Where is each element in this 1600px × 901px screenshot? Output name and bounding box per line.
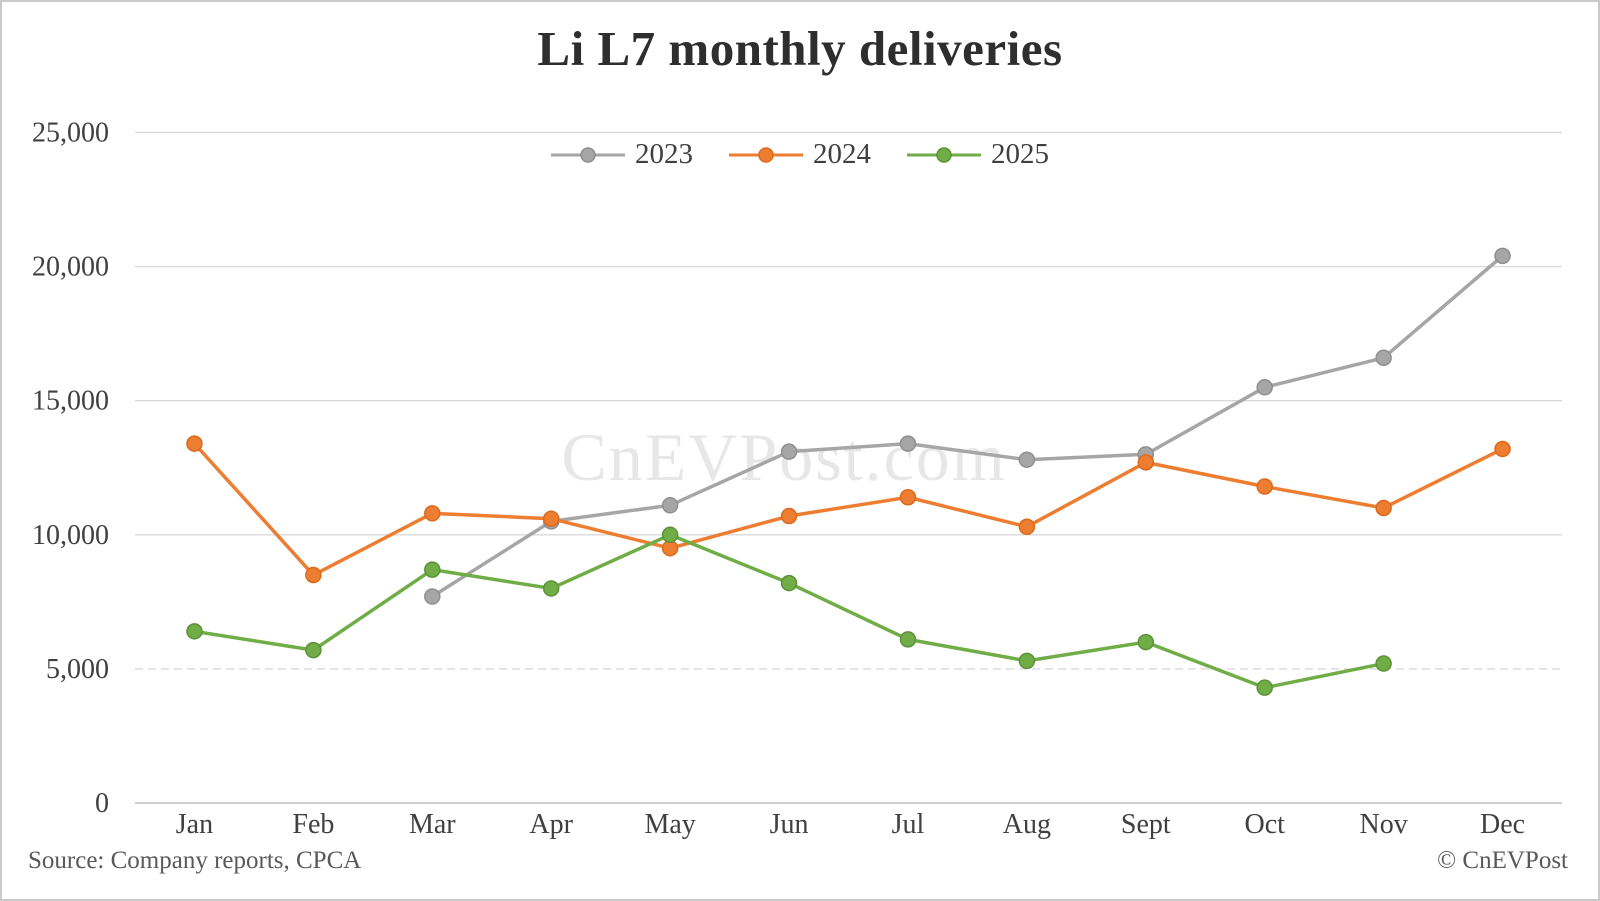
legend-marker-icon — [729, 146, 803, 163]
copyright-note: © CnEVPost — [1437, 847, 1568, 874]
point-2025-may — [661, 526, 679, 544]
point-2024-mar — [424, 505, 441, 522]
legend-marker-icon — [551, 146, 625, 163]
point-2024-aug — [1018, 518, 1036, 536]
legend-dot — [936, 146, 952, 163]
y-tick-label: 0 — [95, 788, 109, 819]
legend: 2023 2024 2025 — [2, 140, 1598, 169]
series-line-2024 — [192, 441, 1505, 577]
point-2024-jul — [899, 489, 917, 506]
point-2025-nov — [1375, 655, 1392, 672]
point-2025-aug — [1018, 652, 1036, 670]
y-tick-label: 25,000 — [32, 118, 109, 149]
x-tick-label-jan: Jan — [176, 809, 213, 840]
y-tick-label: 10,000 — [32, 520, 109, 551]
y-tick-label: 5,000 — [46, 654, 109, 685]
x-tick-label-jul: Jul — [892, 809, 925, 840]
x-tick-label-jun: Jun — [770, 809, 809, 840]
legend-label-2023: 2023 — [635, 138, 693, 170]
legend-dot — [758, 146, 774, 163]
point-2024-dec — [1494, 440, 1511, 458]
x-tick-label-feb: Feb — [292, 809, 334, 840]
point-2024-jun — [780, 507, 798, 525]
point-2024-jan — [186, 435, 203, 452]
point-2025-jul — [899, 631, 917, 648]
point-2023-aug — [1018, 451, 1036, 468]
y-tick-label: 15,000 — [32, 386, 109, 417]
legend-marker-icon — [907, 146, 981, 163]
point-2023-jul — [899, 435, 917, 452]
legend-label-2025: 2025 — [991, 138, 1049, 170]
point-2024-feb — [305, 566, 322, 584]
point-2023-may — [661, 497, 679, 514]
point-2024-nov — [1375, 499, 1392, 517]
x-tick-label-mar: Mar — [409, 809, 456, 840]
x-tick-label-nov: Nov — [1360, 809, 1408, 840]
y-tick-label: 20,000 — [32, 252, 109, 283]
chart-title: Li L7 monthly deliveries — [537, 21, 1063, 76]
x-tick-label-dec: Dec — [1480, 809, 1525, 840]
series-line-2025 — [192, 533, 1386, 690]
legend-label-2024: 2024 — [813, 138, 871, 170]
legend-item-2024: 2024 — [729, 140, 871, 169]
point-2025-apr — [542, 580, 560, 597]
series-line-2023 — [430, 254, 1505, 599]
point-2023-nov — [1375, 349, 1392, 367]
point-2025-jan — [186, 623, 203, 640]
point-2025-feb — [305, 641, 322, 659]
x-tick-label-sept: Sept — [1121, 809, 1171, 840]
x-tick-label-aug: Aug — [1003, 809, 1051, 840]
x-tick-label-apr: Apr — [529, 809, 573, 840]
legend-item-2023: 2023 — [551, 140, 693, 169]
source-note: Source: Company reports, CPCA — [28, 847, 362, 874]
point-2023-oct — [1256, 379, 1273, 396]
point-2024-apr — [542, 510, 560, 527]
point-2023-jun — [780, 443, 798, 460]
legend-item-2025: 2025 — [907, 140, 1049, 169]
point-2024-sept — [1137, 454, 1155, 471]
point-2025-jun — [780, 574, 798, 592]
point-2025-mar — [424, 561, 441, 578]
point-2025-sept — [1137, 633, 1155, 651]
point-2023-mar — [424, 588, 441, 605]
x-tick-label-oct: Oct — [1244, 809, 1285, 840]
point-2025-oct — [1256, 679, 1273, 696]
x-tick-label-may: May — [644, 809, 695, 840]
point-2024-oct — [1256, 478, 1273, 495]
footer: Source: Company reports, CPCA © CnEVPost — [28, 847, 1568, 875]
legend-dot — [580, 146, 596, 163]
point-2023-dec — [1494, 247, 1511, 265]
